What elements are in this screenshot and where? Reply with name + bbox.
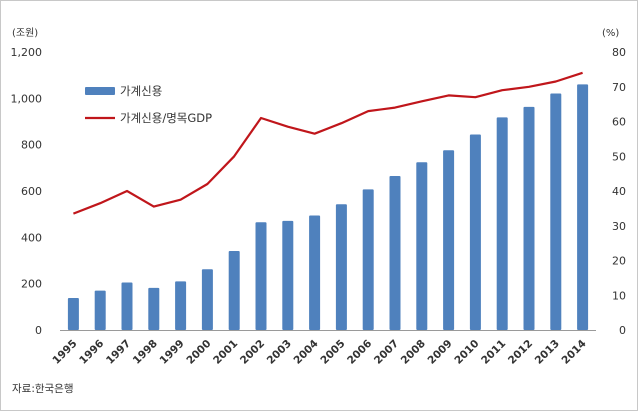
right-tick-label: 60	[612, 116, 626, 129]
bar	[228, 251, 240, 330]
bar	[335, 204, 347, 330]
left-tick-label: 0	[35, 324, 42, 337]
right-tick-label: 50	[612, 150, 626, 163]
left-tick-label: 800	[21, 139, 42, 152]
right-tick-label: 80	[612, 46, 626, 59]
x-tick-label: 2008	[399, 338, 428, 367]
left-tick-label: 1,000	[11, 92, 43, 105]
x-tick-label: 2001	[211, 338, 240, 367]
x-tick-label: 2012	[506, 338, 535, 367]
right-y-axis: 0 10 20 30 40 50 60 70 80	[612, 46, 626, 337]
line-series	[73, 71, 583, 215]
x-tick-label: 2013	[533, 338, 562, 367]
x-tick-label: 2003	[265, 338, 294, 367]
bar	[282, 220, 294, 330]
left-tick-label: 200	[21, 278, 42, 291]
ratio-line	[73, 71, 583, 215]
legend-label-line: 가계신용/명목GDP	[120, 111, 212, 125]
right-tick-label: 70	[612, 81, 626, 94]
bar	[523, 106, 535, 330]
bar	[309, 215, 321, 330]
x-tick-label: 2005	[318, 338, 347, 367]
right-tick-label: 30	[612, 220, 626, 233]
x-tick-label: 2014	[560, 338, 589, 367]
source-note: 자료:한국은행	[12, 383, 74, 395]
right-tick-label: 0	[619, 324, 626, 337]
bar	[443, 150, 455, 330]
x-tick-label: 1998	[131, 338, 160, 367]
x-axis: 1995199619971998199920002001200220032004…	[50, 330, 596, 367]
bar	[577, 84, 589, 330]
x-tick-label: 1997	[104, 338, 133, 367]
x-tick-label: 2009	[426, 338, 455, 367]
legend-label-bar: 가계신용	[120, 84, 162, 98]
legend-swatch-bar	[85, 87, 115, 95]
legend: 가계신용 가계신용/명목GDP	[85, 84, 212, 125]
bar	[255, 222, 267, 330]
bar	[67, 298, 79, 330]
x-tick-label: 2010	[452, 338, 481, 367]
bar	[175, 281, 187, 330]
x-tick-label: 1996	[77, 338, 106, 367]
x-tick-label: 2007	[372, 338, 401, 367]
left-axis-unit-label: (조원)	[12, 27, 38, 39]
x-tick-label: 1995	[50, 338, 79, 367]
left-tick-label: 600	[21, 185, 42, 198]
x-tick-label: 2004	[292, 338, 321, 367]
bar	[550, 93, 562, 331]
x-tick-label: 2002	[238, 338, 267, 367]
bar-series	[67, 84, 589, 331]
right-tick-label: 10	[612, 289, 626, 302]
bar	[94, 290, 106, 330]
bar	[469, 134, 481, 330]
right-tick-label: 20	[612, 255, 626, 268]
bar	[416, 162, 428, 330]
left-y-axis: 0 200 400 600 800 1,000 1,200	[11, 46, 43, 337]
left-tick-label: 400	[21, 231, 42, 244]
x-tick-label: 1999	[158, 338, 187, 367]
bar	[121, 282, 133, 330]
left-tick-label: 1,200	[11, 46, 43, 59]
right-axis-unit-label: (%)	[602, 28, 619, 39]
right-tick-label: 40	[612, 185, 626, 198]
bar	[201, 269, 213, 330]
x-tick-label: 2000	[184, 338, 213, 367]
bar	[362, 189, 374, 330]
bar	[389, 175, 401, 330]
bar	[148, 287, 160, 330]
x-tick-label: 2011	[479, 338, 508, 367]
x-tick-label: 2006	[345, 338, 374, 367]
bar	[496, 117, 508, 330]
